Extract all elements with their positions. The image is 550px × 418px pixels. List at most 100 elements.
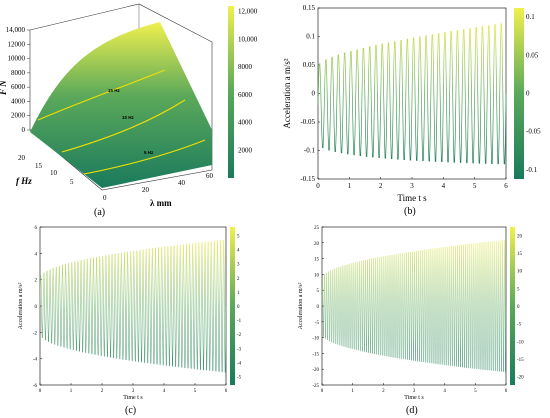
curve-5hz: [83, 139, 206, 175]
acceleration-plot-c: 0 1 2 3 4 5 6 -6 -4 -2 0 2 4 6 Time t s Acceleration a …: [18, 226, 242, 416]
colorbar-tick: -1: [237, 319, 242, 324]
colorbar-tick: -10: [517, 340, 524, 345]
colorbar-tick: 1: [237, 291, 240, 296]
panel-label: (b): [404, 206, 416, 217]
x-tick-label: 1: [351, 389, 354, 394]
y-tick-label: 5: [317, 289, 320, 294]
colorbar-a-tick: 6000: [238, 91, 253, 99]
colorbar-a-tick: 10,000: [238, 35, 258, 43]
x-tick-label: 3: [132, 389, 135, 394]
colorbar-tick: 0.05: [526, 51, 539, 59]
y-tick-label: -10: [312, 337, 319, 342]
y-tick-label: 10: [314, 273, 320, 278]
y-tick-label: 0: [312, 90, 316, 98]
colorbar-a-tick: 4000: [238, 119, 253, 127]
curve-label-10hz: 10 Hz: [122, 115, 135, 120]
f-tick-15: 15: [35, 162, 43, 170]
colorbar: [510, 227, 515, 385]
colorbar: [230, 227, 235, 385]
colorbar-tick: 10: [517, 270, 523, 275]
y-tick-label: 25: [314, 226, 320, 231]
x-tick-label: 1: [348, 182, 352, 190]
curve-label-15hz: 15 Hz: [108, 88, 121, 93]
y-tick-label: -0.1: [304, 147, 316, 155]
colorbar-tick: -0.1: [526, 166, 538, 174]
colorbar-tick: 5: [237, 234, 240, 239]
z-tick-label: 2000: [11, 112, 26, 120]
y-tick-label: 0.1: [306, 33, 315, 41]
x-tick-label: 3: [413, 389, 416, 394]
z-tick-label: 12000: [8, 40, 26, 48]
x-tick-label: 5: [194, 389, 197, 394]
colorbar-tick: 0: [237, 305, 240, 310]
y-tick-label: 6: [35, 226, 38, 231]
acceleration-series: [317, 23, 507, 165]
curve-15hz: [37, 69, 166, 121]
colorbar-tick: 0.1: [526, 13, 535, 21]
lambda-axis-label: λ mm: [150, 198, 172, 208]
x-tick-label: 2: [101, 389, 104, 394]
y-tick-label: 0.15: [303, 4, 316, 12]
colorbar-tick: -5: [517, 323, 522, 328]
x-tick-label: 6: [504, 182, 508, 190]
colorbar-tick: -15: [517, 358, 524, 363]
acceleration-series: [39, 239, 227, 373]
z-axis-ticks: 0 2000 4000 6000 8000 10000 12000 14,000: [6, 26, 30, 134]
colorbar-a-tick: 8000: [238, 63, 253, 71]
z-tick-label: 6000: [11, 83, 26, 91]
x-tick-label: 2: [382, 389, 385, 394]
colorbar-tick: -0.05: [526, 128, 541, 136]
colorbar-tick: 0: [526, 90, 530, 98]
x-tick-label: 4: [443, 389, 446, 394]
colorbar-a-ticks: 2000 4000 6000 8000 10,000 12,000: [238, 8, 258, 155]
x-tick-label: 3: [410, 182, 414, 190]
y-tick-label: -0.05: [300, 118, 315, 126]
colorbar-tick: -20: [517, 376, 524, 381]
y-axis-label: Acceleration a m/s²: [18, 282, 24, 329]
x-tick-label: 2: [379, 182, 383, 190]
y-tick-label: 4: [35, 252, 38, 257]
lambda-tick-0: 0: [103, 194, 107, 202]
y-axis-label: Acceleration a m/s²: [282, 58, 292, 128]
z-tick-label: 0: [22, 126, 26, 134]
y-tick-label: -20: [312, 368, 319, 373]
x-axis-label: Time t s: [123, 395, 143, 401]
z-tick-label: 4000: [11, 97, 26, 105]
y-tick-label: -5: [315, 321, 320, 326]
panel-label: (c): [125, 405, 136, 416]
y-tick-label: -4: [33, 358, 38, 363]
f-tick-5: 5: [70, 178, 74, 186]
f-tick-20: 20: [18, 154, 26, 162]
acceleration-plot-d: 0 1 2 3 4 5 6 -25 -20 -15 -10 -5 0 5 10 15 20 25 Time t s A…: [298, 226, 524, 416]
colorbar-tick: 5: [517, 287, 520, 292]
z-axis-label: F N: [0, 80, 8, 96]
panel-label: (d): [406, 405, 418, 416]
x-axis-label: Time t s: [397, 193, 427, 203]
colorbar-tick: -3: [237, 347, 242, 352]
z-tick-label: 8000: [11, 69, 26, 77]
x-tick-label: 6: [505, 389, 508, 394]
acceleration-plot-b: 0 1 2 3 4 5 6 -0.15 -0.1 -0.05 0 0.05 0.1 0.15 Time t …: [282, 4, 541, 217]
colorbar-tick: -2: [237, 333, 242, 338]
colorbar-tick: 15: [517, 252, 523, 257]
x-tick-label: 5: [473, 182, 477, 190]
colorbar-tick: 4: [237, 249, 240, 254]
curve-label-5hz: 5 Hz: [144, 150, 154, 155]
z-tick-label: 10000: [8, 55, 26, 63]
y-tick-label: -15: [312, 352, 319, 357]
colorbar-a: [228, 6, 234, 178]
x-tick-label: 4: [163, 389, 166, 394]
colorbar-tick: 2: [237, 277, 240, 282]
colorbar-tick: 3: [237, 263, 240, 268]
y-axis-label: Acceleration a m/s²: [298, 282, 304, 329]
colorbar-tick: 0: [517, 305, 520, 310]
y-tick-label: -0.15: [300, 175, 315, 183]
x-tick-label: 0: [39, 389, 42, 394]
surface-panel: 15 Hz 10 Hz 5 Hz 0 2000 4000 6000 8000 10000 1…: [0, 3, 258, 218]
panel-label-a: (a): [94, 207, 105, 218]
lambda-tick-60: 60: [206, 172, 214, 180]
x-tick-label: 0: [321, 389, 324, 394]
y-tick-label: -25: [312, 384, 319, 389]
lambda-tick-20: 20: [142, 186, 150, 194]
